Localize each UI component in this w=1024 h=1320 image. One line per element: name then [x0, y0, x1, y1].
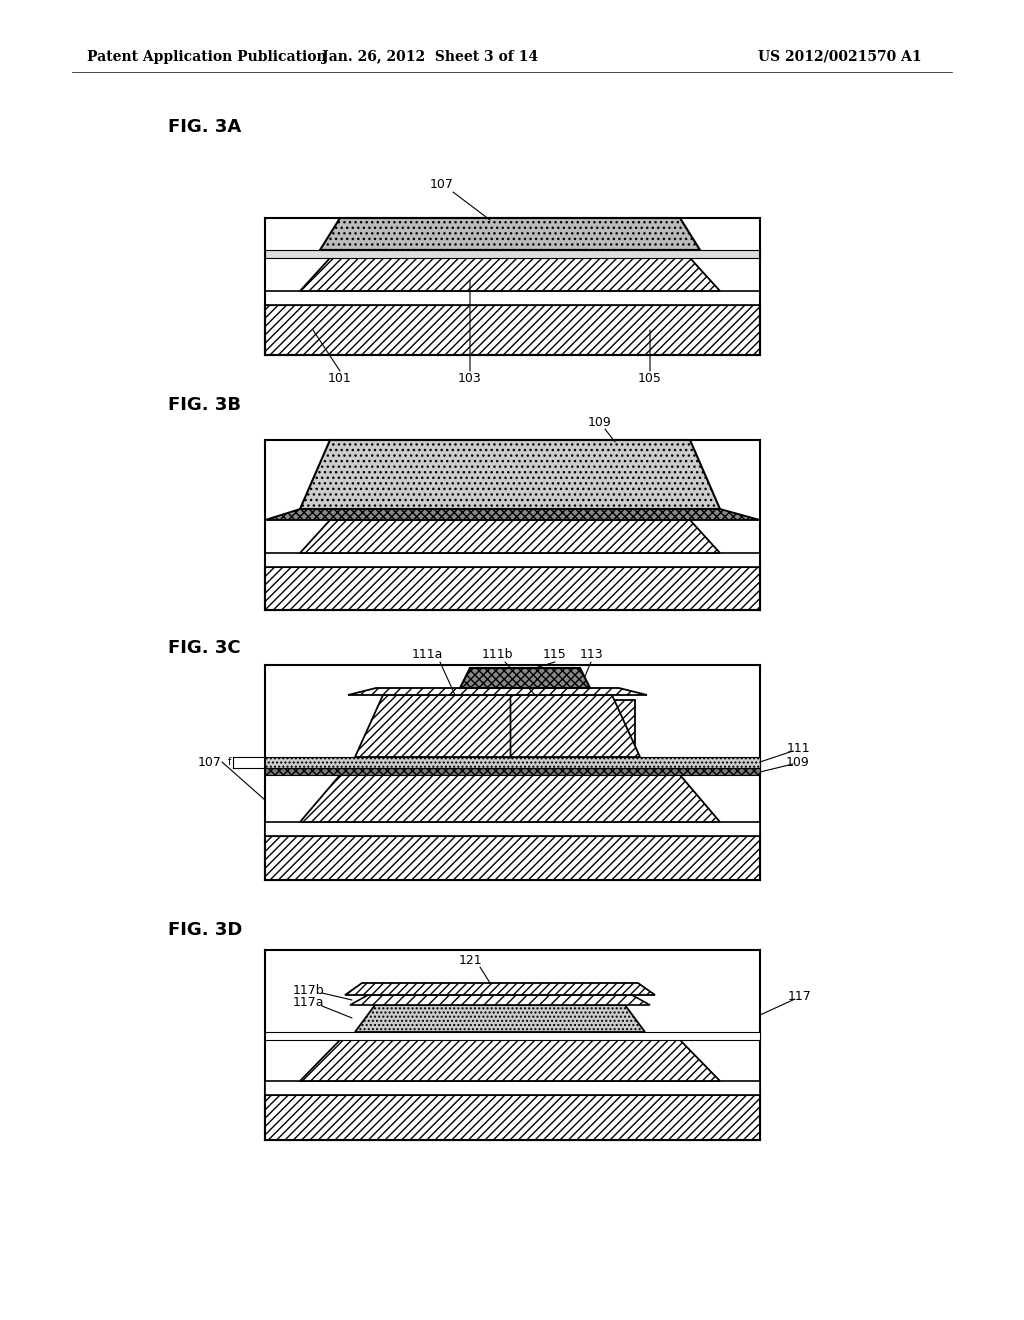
Polygon shape [265, 768, 760, 775]
Polygon shape [360, 700, 510, 756]
Text: 101: 101 [328, 371, 352, 384]
Polygon shape [265, 822, 760, 836]
Polygon shape [355, 696, 640, 756]
Text: FIG. 3C: FIG. 3C [168, 639, 241, 657]
Text: 117: 117 [788, 990, 812, 1002]
Text: Jan. 26, 2012  Sheet 3 of 14: Jan. 26, 2012 Sheet 3 of 14 [322, 50, 538, 63]
Text: 117a: 117a [292, 997, 324, 1010]
Text: f: f [227, 756, 231, 767]
Polygon shape [265, 1081, 760, 1096]
Text: 109: 109 [588, 416, 612, 429]
Polygon shape [265, 836, 760, 880]
Polygon shape [265, 1032, 760, 1040]
Text: 107: 107 [198, 755, 222, 768]
Polygon shape [300, 775, 720, 822]
Polygon shape [265, 249, 760, 257]
Polygon shape [345, 983, 655, 995]
Text: 111a: 111a [412, 648, 442, 661]
Polygon shape [510, 700, 635, 756]
Text: Patent Application Publication: Patent Application Publication [87, 50, 327, 63]
Polygon shape [300, 520, 720, 553]
Text: FIG. 3D: FIG. 3D [168, 921, 243, 939]
Polygon shape [265, 290, 760, 305]
Text: 111: 111 [786, 742, 810, 755]
Polygon shape [350, 995, 650, 1005]
Polygon shape [265, 510, 760, 520]
Polygon shape [460, 668, 590, 688]
Polygon shape [265, 756, 760, 768]
Polygon shape [300, 1040, 720, 1081]
Polygon shape [300, 440, 720, 510]
Text: 111b: 111b [481, 648, 513, 661]
Polygon shape [300, 257, 720, 290]
Polygon shape [348, 688, 647, 696]
Text: 105: 105 [638, 371, 662, 384]
Text: US 2012/0021570 A1: US 2012/0021570 A1 [758, 50, 922, 63]
Text: 121: 121 [458, 953, 482, 966]
Polygon shape [265, 568, 760, 610]
Text: 115: 115 [543, 648, 567, 661]
Text: 103: 103 [458, 371, 482, 384]
Text: 113: 113 [580, 648, 603, 661]
Text: FIG. 3A: FIG. 3A [168, 117, 242, 136]
Polygon shape [265, 1096, 760, 1140]
Polygon shape [265, 553, 760, 568]
Polygon shape [265, 305, 760, 355]
Text: 117b: 117b [292, 983, 324, 997]
Text: 107: 107 [430, 178, 454, 191]
Polygon shape [319, 218, 700, 249]
Polygon shape [355, 1005, 645, 1032]
Text: FIG. 3B: FIG. 3B [168, 396, 241, 414]
Text: 109: 109 [786, 755, 810, 768]
